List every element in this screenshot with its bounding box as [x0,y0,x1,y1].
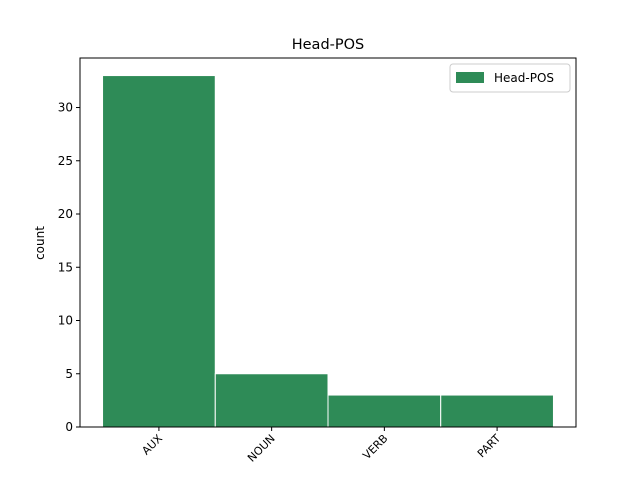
y-tick-label: 30 [58,101,73,115]
bar [327,394,442,428]
y-tick-label: 25 [58,154,73,168]
bar [440,394,554,428]
y-tick-label: 5 [65,367,73,381]
y-axis-label: count [33,226,47,260]
bar [214,373,329,428]
legend-swatch [456,72,484,83]
axes-frame [79,57,577,428]
bar [102,75,216,428]
y-tick-label: 20 [58,207,73,221]
y-tick-label: 10 [58,314,73,328]
y-tick-label: 0 [65,420,73,434]
chart-title: Head-POS [292,37,365,53]
legend-label: Head-POS [494,71,554,85]
y-tick-label: 15 [58,260,73,274]
legend-box [449,63,571,93]
